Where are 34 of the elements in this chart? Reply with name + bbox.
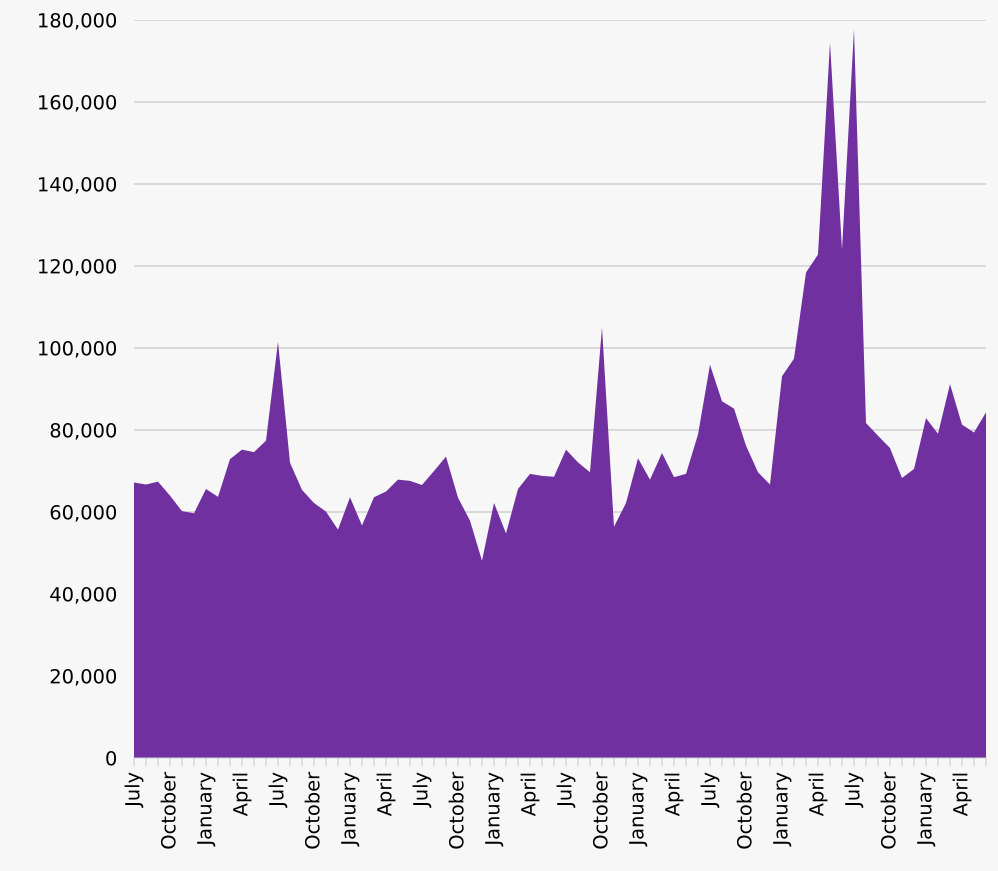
x-tick-label: April [664,774,684,816]
x-tick-label: October [736,772,752,849]
x-tick-label: July [124,772,144,808]
x-tick-label: October [448,772,464,849]
x-tick-label: January [485,772,504,847]
x-tick-label: April [520,774,540,816]
x-tick-label: January [629,772,648,847]
y-tick-label: 20,000 [50,668,116,686]
y-tick-label: 60,000 [50,504,116,522]
x-tick-label: July [556,772,576,808]
x-tick-label: April [232,774,252,816]
x-tick-label: October [160,772,176,849]
y-tick-label: 0 [106,750,116,766]
y-tick-label: 160,000 [39,94,116,112]
x-tick-label: April [952,774,972,816]
x-tick-label: October [592,772,608,849]
x-tick-label: July [268,772,288,808]
x-tick-label: January [773,772,792,847]
y-tick-label: 40,000 [50,586,116,604]
x-tick-label: July [700,772,720,808]
x-tick-label: October [880,772,896,849]
x-tick-label: April [808,774,828,816]
x-tick-label: January [917,772,936,847]
y-tick-label: 140,000 [39,176,116,194]
x-tick-label: January [341,772,360,847]
x-tick-label: July [844,772,864,808]
y-tick-label: 180,000 [39,12,116,30]
x-tick-label: October [304,772,320,849]
x-tick-label: July [412,772,432,808]
x-tick-label: April [376,774,396,816]
y-tick-label: 120,000 [39,258,116,276]
x-tick-label: January [197,772,216,847]
y-tick-label: 100,000 [39,340,116,358]
y-tick-label: 80,000 [50,422,116,440]
